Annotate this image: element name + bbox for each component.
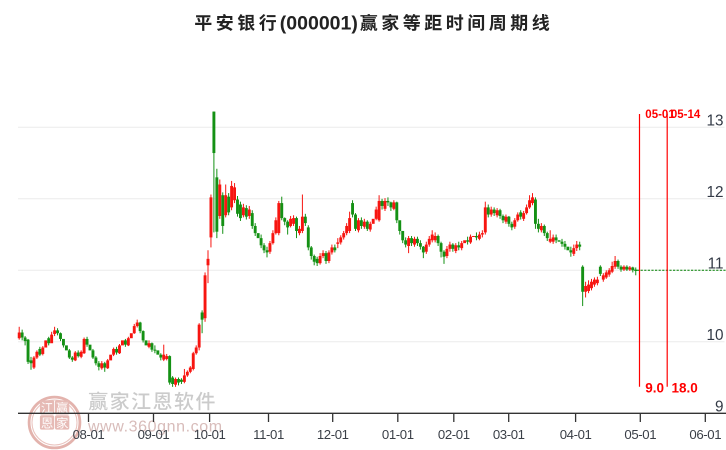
svg-text:11: 11	[708, 256, 724, 273]
svg-text:06-01: 06-01	[689, 427, 721, 442]
svg-text:01-01: 01-01	[382, 427, 414, 442]
svg-text:10: 10	[706, 327, 723, 344]
svg-text:9.0: 9.0	[645, 380, 664, 395]
svg-text:12: 12	[706, 184, 723, 201]
svg-text:11-01: 11-01	[253, 427, 284, 442]
svg-text:18.0: 18.0	[672, 380, 698, 395]
svg-text:08-01: 08-01	[73, 427, 105, 442]
svg-text:13: 13	[706, 113, 723, 130]
svg-text:www.360gnn.com: www.360gnn.com	[87, 419, 223, 436]
svg-text:(000001): (000001)	[280, 12, 358, 34]
svg-text:02-01: 02-01	[438, 427, 470, 442]
svg-text:05-01: 05-01	[645, 109, 675, 121]
svg-text:03-01: 03-01	[493, 427, 525, 442]
svg-text:09-01: 09-01	[138, 427, 170, 442]
svg-text:10-01: 10-01	[194, 427, 226, 442]
svg-text:9: 9	[715, 399, 724, 416]
svg-text:04-01: 04-01	[560, 427, 592, 442]
svg-text:12-01: 12-01	[317, 427, 349, 442]
svg-text:05-01: 05-01	[624, 427, 656, 442]
svg-text:05-14: 05-14	[671, 109, 701, 121]
